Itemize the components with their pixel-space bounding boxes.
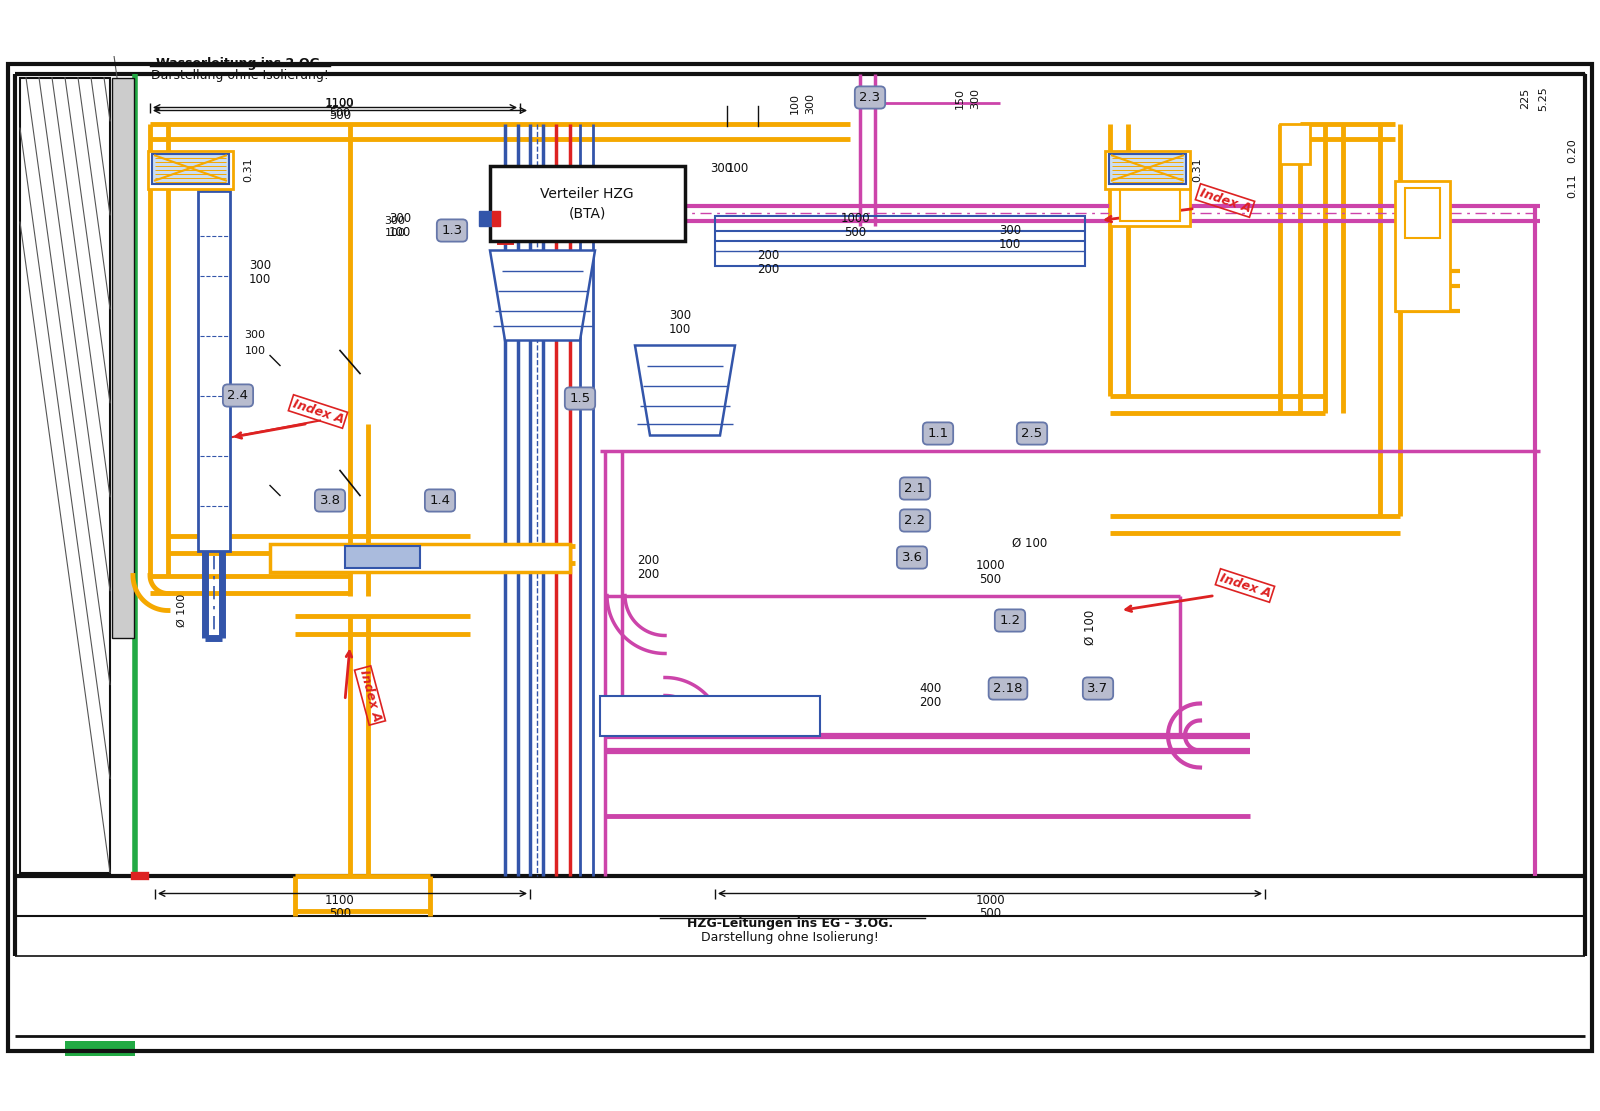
Text: 2.1: 2.1 — [904, 482, 925, 496]
Text: 0.20: 0.20 — [1566, 138, 1578, 163]
Text: 0.31: 0.31 — [243, 157, 253, 182]
Bar — [1405, 188, 1440, 238]
Bar — [600, 695, 819, 735]
Bar — [66, 1041, 134, 1061]
Text: 300: 300 — [970, 88, 979, 109]
Text: Darstellung ohne Isolierung!: Darstellung ohne Isolierung! — [701, 931, 878, 944]
Bar — [715, 216, 1085, 266]
Bar — [152, 153, 229, 183]
Bar — [1395, 180, 1450, 310]
Text: Index A: Index A — [357, 668, 382, 723]
Text: 1.1: 1.1 — [928, 427, 949, 440]
Bar — [346, 546, 419, 568]
Text: 100: 100 — [384, 229, 405, 239]
Bar — [1110, 170, 1190, 226]
Bar — [478, 210, 491, 226]
Text: 500: 500 — [979, 573, 1002, 585]
Text: 150: 150 — [955, 88, 965, 109]
Text: 100: 100 — [245, 346, 266, 356]
Text: 0.11: 0.11 — [1566, 173, 1578, 198]
Bar — [490, 166, 685, 240]
Text: 3.8: 3.8 — [320, 494, 341, 507]
Bar — [147, 150, 234, 189]
Text: HZG-Leitungen ins EG - 3.OG.: HZG-Leitungen ins EG - 3.OG. — [686, 917, 893, 930]
Text: 100: 100 — [250, 273, 270, 286]
Polygon shape — [635, 346, 734, 436]
Text: 1.4: 1.4 — [429, 494, 451, 507]
Text: 500: 500 — [843, 226, 866, 239]
Text: 300: 300 — [250, 259, 270, 272]
Text: 300: 300 — [710, 162, 733, 176]
Text: Ø 100: Ø 100 — [178, 594, 187, 627]
Text: 3.7: 3.7 — [1088, 682, 1109, 695]
Text: 500: 500 — [330, 108, 350, 118]
Text: 5.25: 5.25 — [1538, 87, 1549, 111]
Text: 1100: 1100 — [325, 97, 355, 110]
Text: Verteiler HZG: Verteiler HZG — [541, 187, 634, 200]
Text: 300: 300 — [669, 309, 691, 322]
Text: 500: 500 — [330, 109, 350, 122]
Text: 200: 200 — [637, 554, 659, 567]
Text: 100: 100 — [726, 162, 749, 176]
Bar — [19, 78, 110, 872]
Text: 2.3: 2.3 — [859, 91, 880, 104]
Text: 200: 200 — [757, 249, 779, 262]
Text: 0.31: 0.31 — [1192, 157, 1202, 182]
Text: 200: 200 — [757, 263, 779, 276]
Text: 1100: 1100 — [326, 98, 354, 108]
Text: 400: 400 — [918, 682, 941, 695]
Text: 2.18: 2.18 — [994, 682, 1022, 695]
Bar — [270, 543, 570, 571]
Text: 2.4: 2.4 — [227, 389, 248, 402]
Text: 200: 200 — [918, 695, 941, 709]
Text: 2.2: 2.2 — [904, 514, 925, 527]
Text: 300: 300 — [389, 212, 411, 226]
Text: (BTA): (BTA) — [568, 207, 606, 220]
Text: 100: 100 — [669, 323, 691, 336]
Bar — [1106, 150, 1190, 189]
Bar — [112, 78, 134, 638]
Bar — [493, 210, 499, 226]
Text: 100: 100 — [790, 93, 800, 114]
Text: 300: 300 — [245, 330, 266, 340]
Text: 225: 225 — [1520, 88, 1530, 109]
Text: 1.2: 1.2 — [1000, 614, 1021, 627]
Text: Index A: Index A — [1218, 571, 1272, 600]
Text: 300: 300 — [384, 216, 405, 226]
Text: 1000: 1000 — [840, 212, 870, 226]
Text: 3.6: 3.6 — [901, 551, 923, 564]
Text: 500: 500 — [979, 907, 1002, 920]
Text: Darstellung ohne Isolierung!: Darstellung ohne Isolierung! — [150, 69, 330, 82]
Text: Ø 100: Ø 100 — [1083, 610, 1096, 645]
Bar — [1120, 176, 1181, 220]
Bar — [1280, 123, 1310, 163]
Text: 500: 500 — [330, 907, 350, 920]
Text: Wasserleitung ins 2.OG.: Wasserleitung ins 2.OG. — [155, 57, 325, 70]
Text: 1.3: 1.3 — [442, 224, 462, 237]
Text: 2.5: 2.5 — [1021, 427, 1043, 440]
Bar — [198, 190, 230, 550]
Text: 1100: 1100 — [325, 894, 355, 907]
Text: 300: 300 — [805, 93, 814, 114]
Text: 200: 200 — [637, 568, 659, 581]
Text: 100: 100 — [998, 238, 1021, 251]
Polygon shape — [490, 250, 595, 340]
Text: 1.5: 1.5 — [570, 392, 590, 406]
Text: 300: 300 — [998, 224, 1021, 237]
Bar — [1109, 153, 1186, 183]
Text: 1000: 1000 — [974, 559, 1005, 572]
Text: Ø 100: Ø 100 — [1013, 537, 1048, 550]
Text: 100: 100 — [389, 226, 411, 239]
Text: 1000: 1000 — [974, 894, 1005, 907]
Text: Index A: Index A — [291, 397, 346, 426]
Text: Index A: Index A — [1198, 187, 1253, 214]
